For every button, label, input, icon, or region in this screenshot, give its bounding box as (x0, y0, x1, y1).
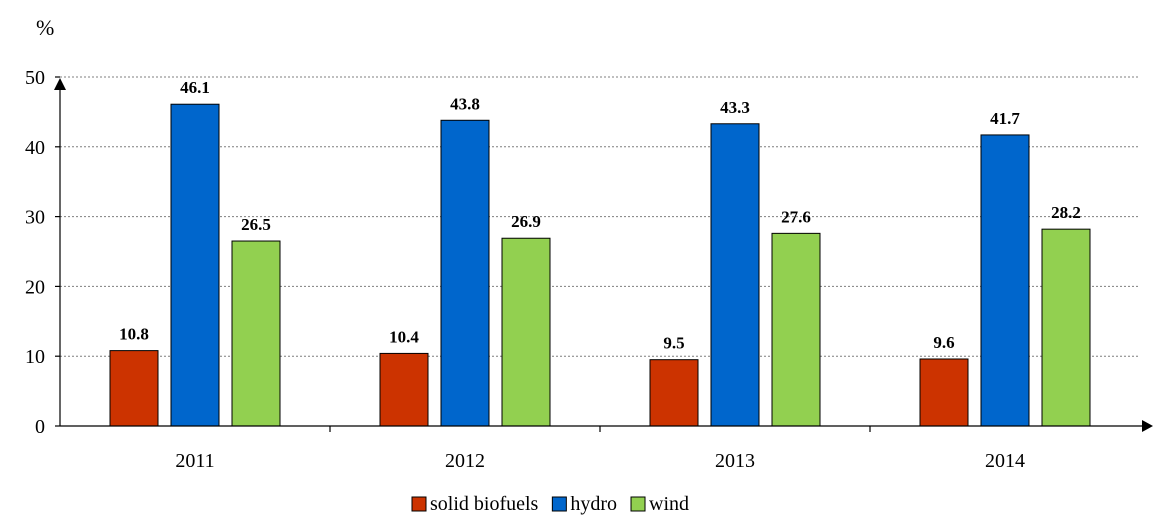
data-label-hydro-2011: 46.1 (180, 78, 210, 97)
bar-hydro-2013 (710, 123, 760, 427)
bar-hydro-2012 (440, 119, 490, 427)
data-label-hydro-2013: 43.3 (720, 98, 750, 117)
bar-wind-2012 (501, 237, 551, 427)
data-label-wind-2011: 26.5 (241, 215, 271, 234)
bar-solid-biofuels-2013 (649, 359, 699, 427)
y-tick-label-40: 40 (25, 137, 45, 159)
x-tick-label-2013: 2013 (715, 450, 755, 472)
legend-label-solid-biofuels: solid biofuels (430, 493, 539, 515)
x-tick-label-2012: 2012 (445, 450, 485, 472)
data-label-solid-biofuels-2011: 10.8 (119, 325, 149, 344)
data-label-wind-2013: 27.6 (781, 207, 811, 226)
data-label-wind-2012: 26.9 (511, 212, 541, 231)
y-tick-label-50: 50 (25, 67, 45, 89)
y-axis-arrow-icon (54, 78, 66, 90)
axes: 0 10 20 30 40 50 2011 2012 2013 2014 (25, 67, 1153, 472)
bar-wind-2011 (231, 240, 281, 427)
bar-solid-biofuels-2012 (379, 352, 429, 427)
legend: solid biofuels hydro wind (411, 493, 689, 515)
bars (109, 103, 1091, 427)
x-axis-arrow-icon (1142, 420, 1153, 432)
legend-swatch-wind (630, 496, 646, 512)
bar-wind-2014 (1041, 228, 1091, 427)
y-tick-label-20: 20 (25, 276, 45, 298)
y-tick-label-10: 10 (25, 346, 45, 368)
bar-solid-biofuels-2014 (919, 358, 969, 427)
y-tick-label-30: 30 (25, 207, 45, 229)
y-unit-label: % (36, 15, 54, 40)
legend-label-hydro: hydro (570, 493, 617, 515)
data-label-solid-biofuels-2013: 9.5 (663, 334, 684, 353)
y-tick-label-0: 0 (35, 416, 45, 438)
gridlines (60, 76, 1140, 357)
data-label-wind-2014: 28.2 (1051, 203, 1081, 222)
bar-hydro-2014 (980, 134, 1030, 427)
x-tick-label-2011: 2011 (175, 450, 214, 472)
x-tick-label-2014: 2014 (985, 450, 1025, 472)
data-label-hydro-2014: 41.7 (990, 109, 1020, 128)
data-labels: 10.8 46.1 26.5 10.4 43.8 26.9 9.5 43.3 27.6 9.6 41… (119, 78, 1081, 352)
legend-label-wind: wind (649, 493, 689, 515)
bar-solid-biofuels-2011 (109, 350, 159, 427)
legend-swatch-solid-biofuels (411, 496, 427, 512)
bar-wind-2013 (771, 232, 821, 427)
bar-hydro-2011 (170, 103, 220, 427)
data-label-solid-biofuels-2012: 10.4 (389, 327, 419, 346)
data-label-hydro-2012: 43.8 (450, 94, 480, 113)
data-label-solid-biofuels-2014: 9.6 (933, 333, 954, 352)
legend-swatch-hydro (551, 496, 567, 512)
